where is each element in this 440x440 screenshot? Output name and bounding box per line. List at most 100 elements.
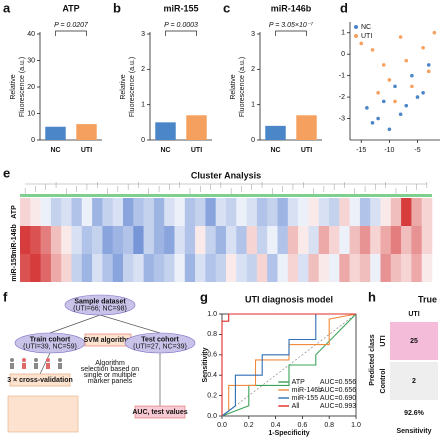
- row-label: miR-146b: [11, 224, 18, 256]
- node-text: 3 × cross-validation: [7, 377, 73, 384]
- heat-cell: [359, 254, 371, 282]
- heat-cell: [164, 226, 175, 254]
- heat-cell: [246, 254, 258, 282]
- heat-cell: [205, 226, 216, 254]
- heat-cell: [421, 226, 433, 254]
- heat-cell: [123, 226, 134, 254]
- y-tick-label: 20: [27, 84, 35, 91]
- y-tick-label: 0.2: [207, 392, 217, 399]
- significance-bracket: [275, 30, 307, 36]
- heat-cell: [370, 254, 381, 282]
- y-tick-label: 1: [341, 30, 345, 37]
- heat-cell: [215, 226, 227, 254]
- point: [410, 84, 414, 89]
- person-icon: [46, 363, 50, 369]
- cell-value: 2: [412, 378, 416, 385]
- x-tick-label: UTI: [191, 147, 202, 154]
- heat-cell: [92, 254, 103, 282]
- heat-cell: [195, 254, 206, 282]
- heat-cell: [123, 198, 134, 226]
- legend-marker: [354, 25, 358, 29]
- node-text: SVM algorithm: [83, 337, 132, 344]
- heat-cell: [267, 254, 278, 282]
- heat-cell: [71, 198, 83, 226]
- heat-cell: [359, 226, 371, 254]
- y-tick-label: 2: [251, 66, 255, 73]
- panel-box: [7, 395, 79, 433]
- heat-cell: [153, 226, 165, 254]
- point: [370, 121, 375, 125]
- heat-cell: [277, 198, 289, 226]
- heat-cell: [318, 198, 330, 226]
- heat-cell: [215, 254, 227, 282]
- heat-cell: [174, 198, 186, 226]
- point: [376, 116, 380, 121]
- chart-title: ATP: [62, 3, 79, 13]
- heat-cell: [20, 226, 31, 254]
- heat-cell: [50, 226, 62, 254]
- heat-cell: [236, 226, 247, 254]
- y-axis-label: Relative: [230, 74, 237, 99]
- y-tick-label: 0.0: [207, 413, 217, 420]
- legend-auc: AUC=0.556: [320, 379, 356, 386]
- heat-cell: [205, 254, 216, 282]
- y-tick-label: 0: [341, 51, 345, 58]
- node-text: Algorithm: [95, 360, 125, 367]
- heat-cell: [133, 254, 144, 282]
- heat-cell: [318, 254, 330, 282]
- heat-cell: [370, 198, 381, 226]
- panel-label: g: [200, 289, 208, 304]
- heat-cell: [81, 226, 93, 254]
- heat-cell: [61, 226, 72, 254]
- y-tick-label: 0.4: [207, 372, 217, 379]
- heat-cell: [174, 226, 186, 254]
- legend-label: All: [292, 403, 300, 410]
- x-tick-label: UTI: [81, 147, 92, 154]
- node-text: (UTI=66; NC=98): [73, 305, 127, 312]
- y-tick-label: 0: [251, 137, 255, 144]
- x-tick-label: NC: [270, 147, 280, 154]
- row-label: Control: [380, 369, 387, 394]
- heat-cell: [329, 198, 340, 226]
- point: [404, 58, 409, 63]
- point: [398, 112, 403, 117]
- group-strip: [20, 194, 432, 197]
- y-tick-label: 30: [27, 57, 35, 64]
- roc-curve: [221, 313, 357, 417]
- bar: [76, 124, 97, 140]
- roc-curve: [221, 313, 356, 416]
- heat-cell: [308, 198, 319, 226]
- x-tick-label: NC: [50, 147, 60, 154]
- y-tick-label: -3: [339, 115, 345, 122]
- heat-cell: [102, 198, 113, 226]
- heat-cell: [359, 198, 371, 226]
- heat-cell: [380, 198, 392, 226]
- node: [134, 405, 186, 419]
- point: [381, 99, 386, 104]
- point: [387, 127, 392, 132]
- point: [387, 78, 392, 82]
- node: [64, 294, 136, 316]
- bar: [45, 126, 66, 140]
- heat-cell: [50, 198, 62, 226]
- heat-cell: [256, 254, 268, 282]
- bar: [186, 115, 207, 140]
- y-axis-label: Fluorescence (a.u.): [239, 57, 246, 117]
- point: [421, 91, 425, 95]
- x-axis-label: 1-Specificity: [268, 430, 309, 437]
- legend-marker: [354, 34, 358, 38]
- heat-cell: [339, 226, 350, 254]
- heat-cell: [411, 198, 422, 226]
- arrow: [99, 314, 161, 334]
- point: [370, 48, 375, 52]
- y-tick-label: 1: [141, 102, 145, 109]
- y-axis-label: Fluorescence (a.u.): [19, 57, 26, 117]
- heat-cell: [401, 226, 412, 254]
- heat-cell: [401, 198, 412, 226]
- chart-title: miR-155: [163, 3, 198, 13]
- point: [393, 99, 397, 104]
- heat-cell: [143, 226, 155, 254]
- node-text: Train cohort: [30, 336, 71, 343]
- heat-cell: [390, 226, 402, 254]
- person-icon: [22, 363, 26, 369]
